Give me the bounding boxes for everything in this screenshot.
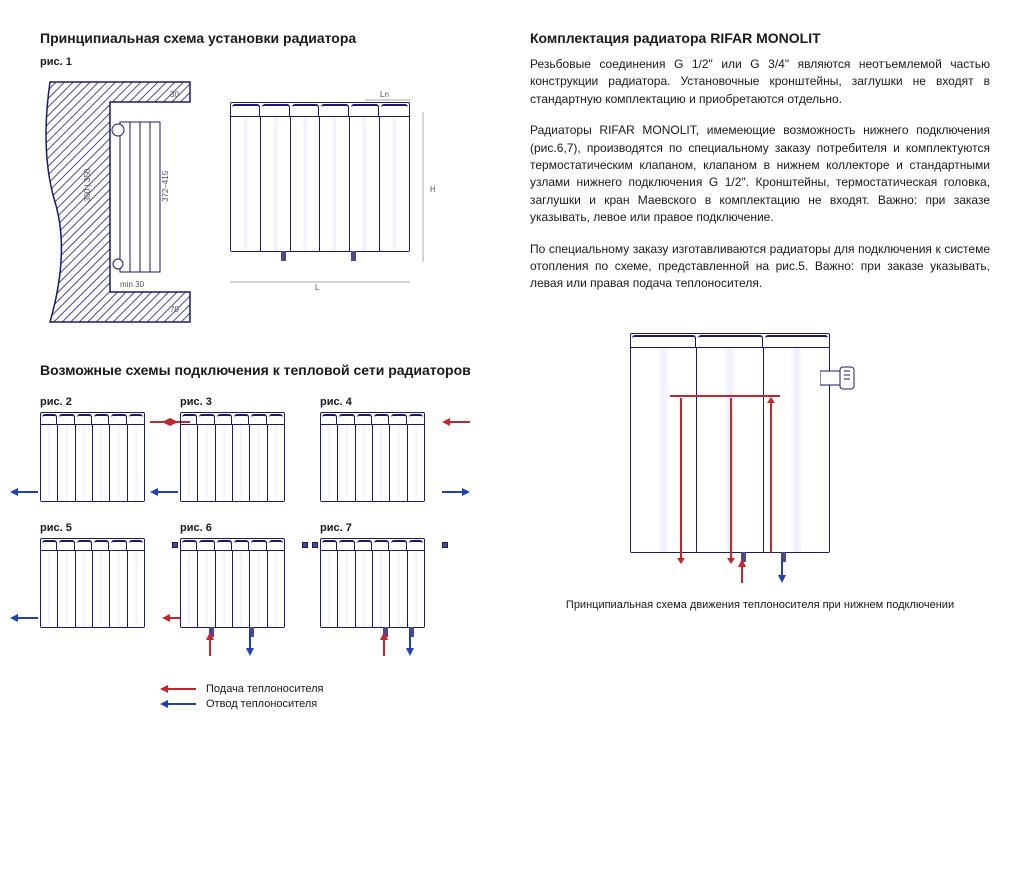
legend: Подача теплоносителя Отвод теплоносителя	[160, 683, 480, 710]
flow-caption: Принципиальная схема движения теплоносит…	[530, 598, 990, 613]
paragraph-3: По специальному заказу изготавливаются р…	[530, 241, 990, 293]
radiator-fig6	[180, 538, 285, 628]
legend-return-label: Отвод теплоносителя	[206, 698, 317, 710]
dim-L: L	[315, 283, 320, 292]
fig7-label: рис. 7	[320, 522, 440, 534]
fig6-label: рис. 6	[180, 522, 300, 534]
internal-flow-top-icon	[670, 395, 780, 397]
return-arrow-icon	[778, 559, 786, 583]
schemes-row-2: рис. 5 рис. 6	[40, 514, 480, 628]
return-arrow-icon	[10, 614, 38, 622]
return-arrow-icon	[442, 488, 470, 496]
dim-H: H	[430, 185, 435, 194]
dim-top: 30	[170, 90, 179, 99]
fig3-label: рис. 3	[180, 396, 300, 408]
return-arrow-icon	[150, 488, 178, 496]
paragraph-2: Радиаторы RIFAR MONOLIT, имемеющие возмо…	[530, 122, 990, 226]
radiator-fig7	[320, 538, 425, 628]
return-arrow-icon	[10, 488, 38, 496]
supply-arrow-icon	[206, 632, 214, 656]
kit-heading: Комплектация радиатора RIFAR MONOLIT	[530, 30, 990, 46]
legend-supply-arrow-icon	[160, 685, 196, 693]
dim-floor: 70	[170, 305, 179, 314]
return-arrow-icon	[246, 632, 254, 656]
fig4-label: рис. 4	[320, 396, 440, 408]
internal-flow-up-icon	[770, 403, 772, 553]
legend-return-arrow-icon	[160, 700, 196, 708]
dim-min30: min 30	[120, 280, 145, 289]
dim-Ln: Ln	[380, 90, 389, 99]
internal-flow-down-icon	[730, 398, 732, 558]
radiator-fig5	[40, 538, 145, 628]
fig2-label: рис. 2	[40, 396, 160, 408]
supply-arrow-icon	[738, 559, 746, 583]
fig1-label: рис. 1	[40, 56, 480, 68]
install-heading: Принципиальная схема установки радиатора	[40, 30, 480, 46]
radiator-fig4	[320, 412, 425, 502]
legend-supply-label: Подача теплоносителя	[206, 683, 324, 695]
radiator-fig3	[180, 412, 285, 502]
schemes-row-1: рис. 2 рис. 3	[40, 388, 480, 502]
dim-side: 372–415	[161, 170, 170, 202]
fig1-front-view: Ln H L	[230, 72, 410, 332]
return-arrow-icon	[406, 632, 414, 656]
internal-flow-down-icon	[680, 398, 682, 558]
fig1-container: 30 300 | 350 372–415 min 30 70	[40, 72, 480, 332]
radiator-fig2	[40, 412, 145, 502]
flow-diagram	[630, 333, 890, 553]
paragraph-1: Резьбовые соединения G 1/2" или G 3/4" я…	[530, 56, 990, 108]
schemes-heading: Возможные схемы подключения к тепловой с…	[40, 362, 480, 378]
dim-height: 300 | 350	[83, 168, 92, 202]
fig1-wall-section: 30 300 | 350 372–415 min 30 70	[40, 72, 200, 332]
supply-arrow-icon	[380, 632, 388, 656]
supply-arrow-icon	[442, 418, 470, 426]
supply-arrow-icon	[150, 418, 178, 426]
fig5-label: рис. 5	[40, 522, 160, 534]
